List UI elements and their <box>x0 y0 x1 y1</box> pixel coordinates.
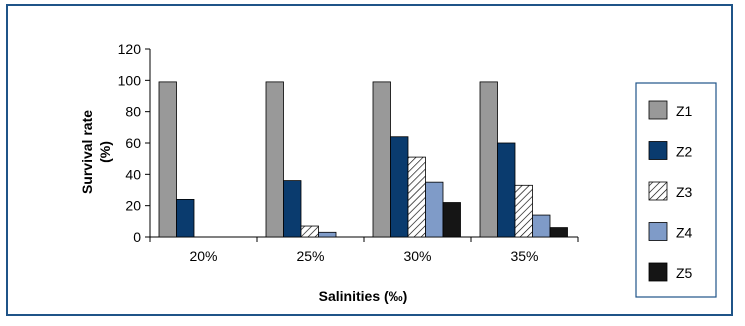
bar-z3-3 <box>514 184 533 238</box>
chart-frame <box>6 4 733 316</box>
bar-z4-3 <box>532 214 551 238</box>
y-tick-label: 80 <box>125 104 141 120</box>
x-axis-title: Salinities (‰) <box>319 288 408 304</box>
legend-label-z1: Z1 <box>676 103 693 119</box>
x-tick-label: 30% <box>403 248 431 264</box>
x-tick-label: 35% <box>510 248 538 264</box>
bar-z3-1 <box>300 225 319 238</box>
y-tick-label: 120 <box>118 41 142 57</box>
y-tick-label: 20 <box>125 198 141 214</box>
bar-z5-2 <box>442 202 461 238</box>
legend-swatch-z4 <box>648 222 668 241</box>
x-tick-label: 20% <box>189 248 217 264</box>
legend-swatch-z5 <box>648 262 668 282</box>
bar-z5-3 <box>549 227 568 238</box>
legend-swatch-z2 <box>648 141 668 160</box>
bars <box>158 81 568 238</box>
y-axis-title-line-1: Survival rate <box>79 110 95 194</box>
legend: Z1 Z2 Z3 Z4 Z5 <box>648 100 693 282</box>
bar-z1-2 <box>372 81 391 238</box>
legend-label-z3: Z3 <box>676 184 693 200</box>
bar-z1-3 <box>479 81 498 238</box>
y-axis-title-line-2: (%) <box>97 141 113 163</box>
y-tick-label: 40 <box>125 166 141 182</box>
y-tick-label: 0 <box>133 229 141 245</box>
bar-z1-1 <box>265 81 284 238</box>
y-tick-label: 60 <box>125 135 141 151</box>
bar-z3-2 <box>407 156 426 238</box>
y-axis: 0 20 40 60 80 100 120 <box>118 41 151 245</box>
bar-z4-2 <box>425 181 444 238</box>
legend-label-z2: Z2 <box>676 144 693 160</box>
bar-z4-1 <box>318 231 337 238</box>
x-tick-label: 25% <box>296 248 324 264</box>
legend-label-z5: Z5 <box>676 265 693 281</box>
bar-z2-0 <box>176 198 195 238</box>
legend-label-z4: Z4 <box>676 225 693 241</box>
legend-swatch-z1 <box>648 100 668 120</box>
bar-z1-0 <box>158 81 177 238</box>
bar-z2-3 <box>497 142 516 238</box>
legend-swatch-z3 <box>648 181 668 201</box>
bar-z2-2 <box>390 136 409 238</box>
y-tick-label: 100 <box>118 72 142 88</box>
x-axis: 20% 25% 30% 35% <box>149 236 579 264</box>
bar-z2-1 <box>283 180 302 238</box>
